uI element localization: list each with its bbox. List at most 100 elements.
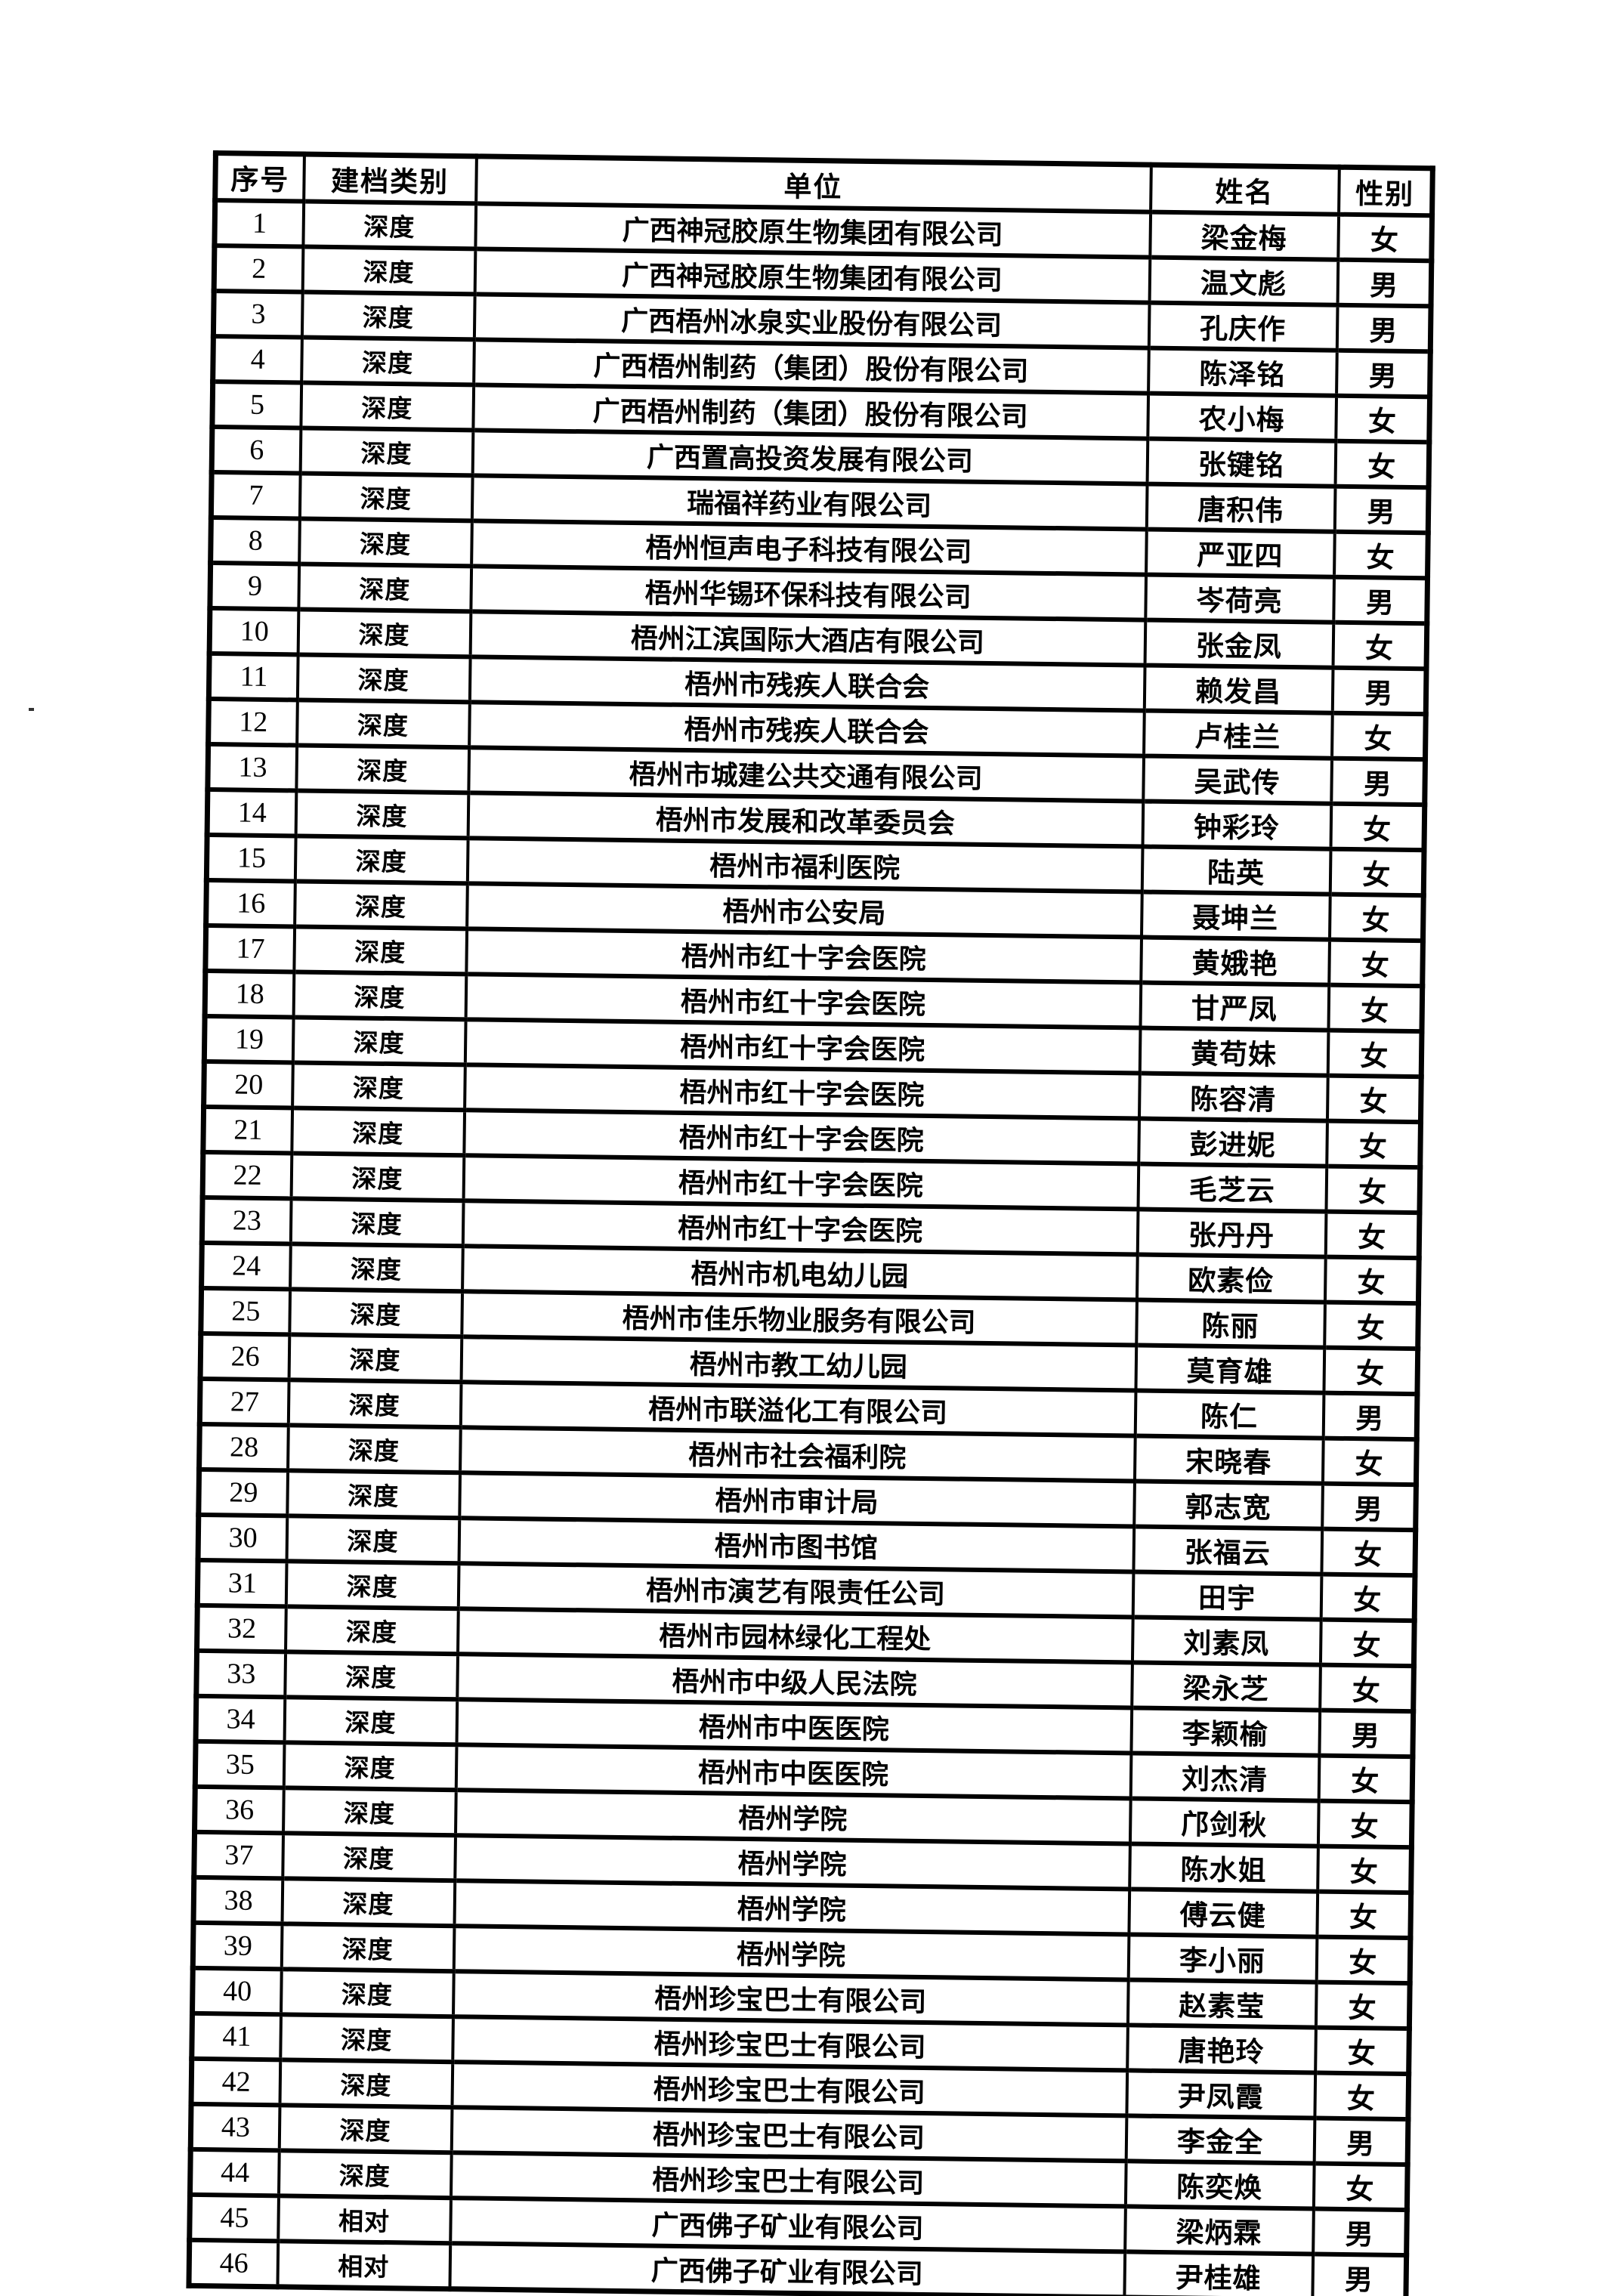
header-unit: 单位 xyxy=(475,156,1151,212)
seq-cell: 23 xyxy=(202,1197,292,1244)
gender-cell: 女 xyxy=(1327,1030,1422,1077)
unit-cell: 梧州珍宝巴士有限公司 xyxy=(450,2152,1126,2206)
name-cell: 卢桂兰 xyxy=(1143,710,1333,759)
seq-cell: 35 xyxy=(195,1741,285,1788)
unit-cell: 梧州江滨国际大酒店有限公司 xyxy=(470,610,1145,666)
category-cell: 深度 xyxy=(290,1197,464,1246)
gender-cell: 男 xyxy=(1334,486,1429,533)
header-seq: 序号 xyxy=(215,153,304,202)
unit-cell: 梧州珍宝巴士有限公司 xyxy=(451,2061,1127,2115)
unit-cell: 梧州市红十字会医院 xyxy=(462,1200,1138,1254)
category-cell: 深度 xyxy=(295,835,468,883)
category-cell: 深度 xyxy=(289,1288,462,1337)
gender-cell: 女 xyxy=(1323,1347,1418,1394)
seq-cell: 28 xyxy=(199,1423,289,1470)
seq-cell: 6 xyxy=(212,426,301,473)
category-cell: 深度 xyxy=(282,1877,455,1926)
name-cell: 毛芝云 xyxy=(1137,1163,1327,1212)
gender-cell: 女 xyxy=(1314,2072,1409,2119)
seq-cell: 33 xyxy=(196,1650,286,1697)
name-cell: 刘素凤 xyxy=(1132,1616,1321,1665)
category-cell: 深度 xyxy=(301,291,475,339)
category-cell: 深度 xyxy=(302,246,475,294)
name-cell: 李金全 xyxy=(1126,2115,1315,2164)
category-cell: 深度 xyxy=(283,1787,456,1835)
gender-cell: 男 xyxy=(1318,1710,1414,1757)
unit-cell: 梧州市红十字会医院 xyxy=(465,928,1142,983)
unit-cell: 梧州市演艺有限责任公司 xyxy=(458,1562,1133,1617)
seq-cell: 17 xyxy=(205,925,295,972)
name-cell: 梁永芝 xyxy=(1131,1661,1321,1710)
gender-cell: 女 xyxy=(1329,894,1424,941)
seq-cell: 5 xyxy=(212,381,301,428)
gender-cell: 女 xyxy=(1313,2163,1408,2210)
table-skew-wrapper: 序号 建档类别 单位 姓名 性别 1 深度 广西神冠胶原生物集团有限公司 梁金梅… xyxy=(186,150,1435,2296)
seq-cell: 16 xyxy=(205,879,295,926)
seq-cell: 14 xyxy=(207,789,296,836)
name-cell: 梁炳霖 xyxy=(1124,2205,1314,2254)
category-cell: 深度 xyxy=(294,880,468,929)
gender-cell: 女 xyxy=(1335,395,1430,442)
category-cell: 深度 xyxy=(280,2059,453,2107)
gender-cell: 女 xyxy=(1337,214,1432,261)
name-cell: 李小丽 xyxy=(1128,1933,1317,1982)
name-cell: 李颖榆 xyxy=(1130,1707,1320,1756)
category-cell: 深度 xyxy=(298,608,471,657)
category-cell: 深度 xyxy=(297,654,471,702)
gender-cell: 女 xyxy=(1325,1211,1420,1258)
name-cell: 陈丽 xyxy=(1136,1299,1325,1348)
unit-cell: 梧州市教工幼儿园 xyxy=(461,1336,1136,1390)
gender-cell: 女 xyxy=(1321,1574,1415,1621)
seq-cell: 20 xyxy=(203,1061,293,1108)
name-cell: 张键铭 xyxy=(1147,438,1336,487)
category-cell: 深度 xyxy=(291,1152,464,1201)
category-cell: 深度 xyxy=(284,1696,457,1744)
gender-cell: 女 xyxy=(1335,440,1429,487)
name-cell: 农小梅 xyxy=(1147,393,1336,441)
category-cell: 相对 xyxy=(277,2195,451,2243)
gender-cell: 女 xyxy=(1319,1664,1414,1711)
name-cell: 钟彩玲 xyxy=(1142,801,1331,849)
unit-cell: 瑞福祥药业有限公司 xyxy=(471,474,1148,530)
seq-cell: 42 xyxy=(191,2058,280,2105)
gender-cell: 女 xyxy=(1316,1936,1411,1983)
category-cell: 深度 xyxy=(299,472,473,521)
name-cell: 尹桂雄 xyxy=(1123,2251,1313,2296)
name-cell: 唐艳玲 xyxy=(1126,2024,1316,2073)
unit-cell: 梧州市佳乐物业服务有限公司 xyxy=(461,1290,1137,1345)
unit-cell: 梧州市中医医院 xyxy=(456,1698,1132,1753)
name-cell: 张丹丹 xyxy=(1137,1208,1326,1257)
gender-cell: 女 xyxy=(1328,939,1423,986)
unit-cell: 梧州市图书馆 xyxy=(459,1517,1134,1571)
category-cell: 深度 xyxy=(281,1923,454,1971)
gender-cell: 女 xyxy=(1324,1256,1420,1303)
category-cell: 深度 xyxy=(282,1832,456,1880)
seq-cell: 22 xyxy=(202,1151,292,1198)
category-cell: 深度 xyxy=(292,1016,466,1065)
unit-cell: 广西梧州制药（集团）股份有限公司 xyxy=(473,338,1149,394)
name-cell: 陆英 xyxy=(1142,846,1331,895)
name-cell: 郭志宽 xyxy=(1133,1480,1323,1529)
gender-cell: 男 xyxy=(1312,2208,1407,2255)
name-cell: 宋晓春 xyxy=(1134,1435,1324,1484)
name-cell: 田宇 xyxy=(1132,1571,1321,1620)
category-cell: 深度 xyxy=(302,201,476,249)
category-cell: 深度 xyxy=(280,2013,453,2062)
category-cell: 深度 xyxy=(293,971,466,1019)
category-cell: 深度 xyxy=(278,2149,452,2198)
category-cell: 深度 xyxy=(279,2104,452,2152)
gender-cell: 女 xyxy=(1330,803,1425,850)
seq-cell: 40 xyxy=(192,1967,282,2014)
unit-cell: 梧州市红十字会医院 xyxy=(463,1109,1139,1163)
name-cell: 黄苟妹 xyxy=(1139,1027,1328,1076)
gender-cell: 女 xyxy=(1317,1846,1412,1893)
seq-cell: 25 xyxy=(200,1287,290,1334)
category-cell: 深度 xyxy=(289,1243,463,1291)
category-cell: 深度 xyxy=(288,1379,462,1427)
unit-cell: 梧州珍宝巴士有限公司 xyxy=(452,2016,1128,2070)
name-cell: 赵素莹 xyxy=(1127,1979,1317,2028)
seq-cell: 44 xyxy=(190,2149,280,2196)
category-cell: 深度 xyxy=(289,1333,462,1382)
unit-cell: 梧州市福利医院 xyxy=(467,837,1143,892)
